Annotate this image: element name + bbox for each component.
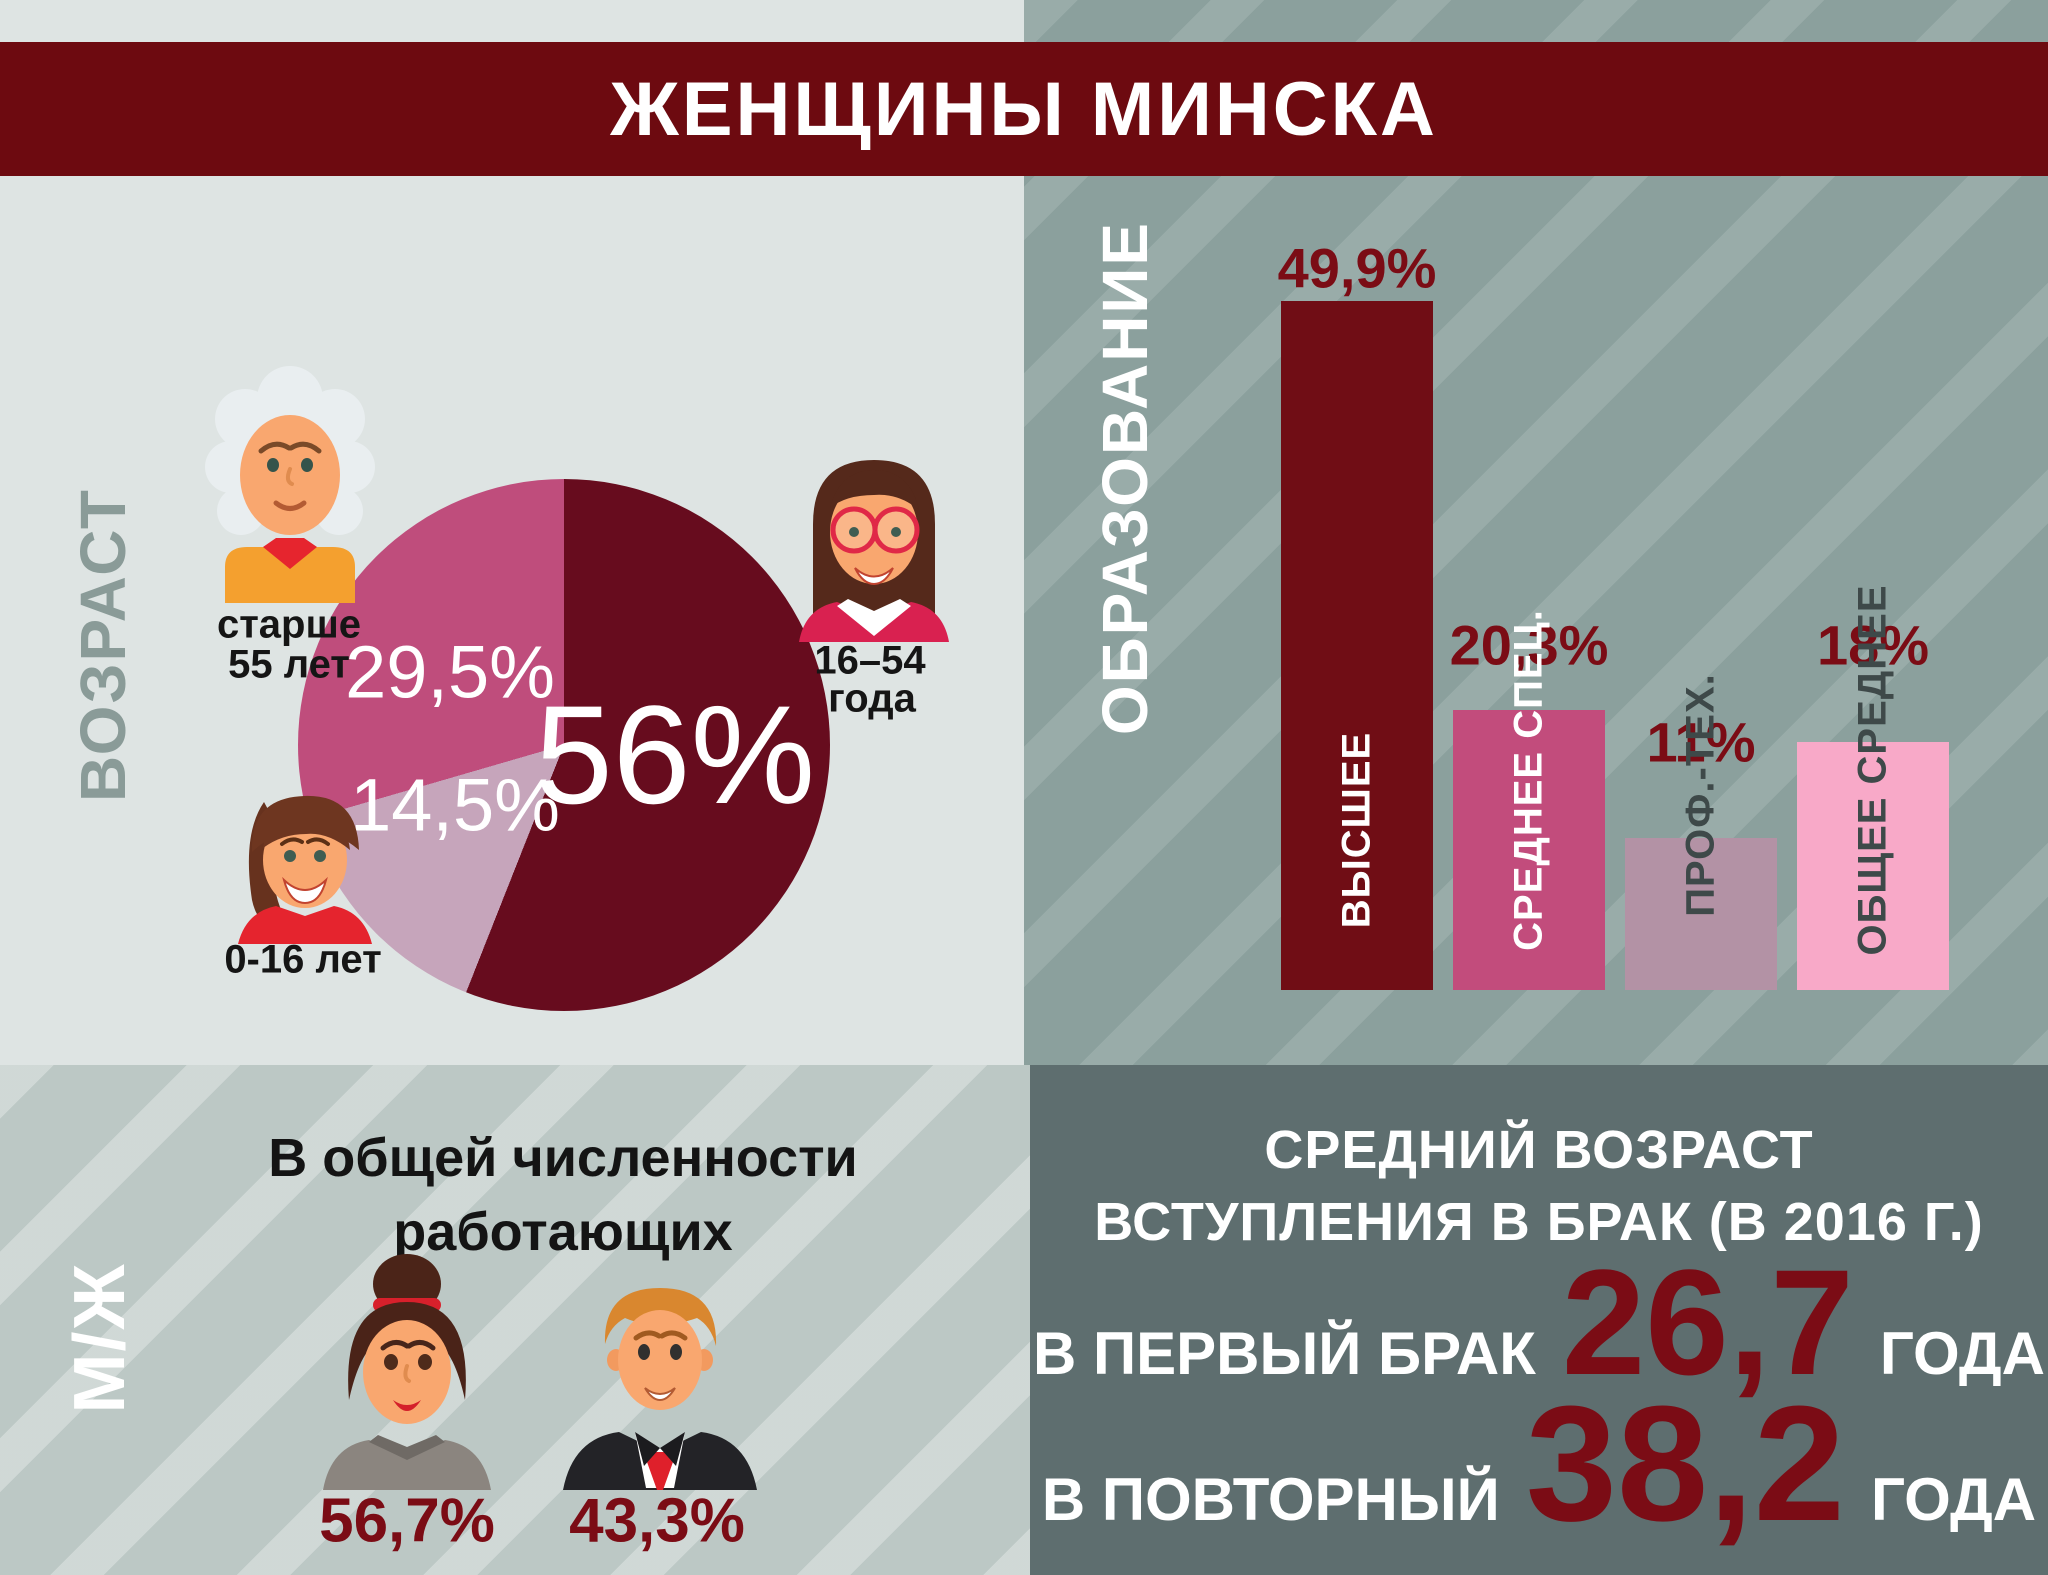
elderly-woman-icon xyxy=(203,363,377,603)
marriage-second-value: 38,2 xyxy=(1525,1372,1845,1555)
age-group-working-label-line1: 16–54 xyxy=(814,638,926,683)
page-title: ЖЕНЩИНЫ МИНСКА xyxy=(610,66,1438,152)
age-group-kids-label: 0-16 лет xyxy=(224,937,382,982)
age-pie-chart xyxy=(298,479,830,1011)
edu-value-obshchee-srednee: 18% xyxy=(1816,613,1930,677)
workforce-male-percent: 43,3% xyxy=(569,1486,745,1556)
workforce-section-background xyxy=(0,1065,1030,1575)
edu-bar-prof-teh xyxy=(1625,838,1777,990)
edu-category-obshchee-srednee: ОБЩЕЕ СРЕДНЕЕ xyxy=(1850,584,1895,956)
working-man-icon xyxy=(543,1260,778,1490)
pie-value-kids: 14,5% xyxy=(350,763,560,847)
workforce-section-label: М/Ж xyxy=(60,1262,140,1414)
marriage-second-label: В ПОВТОРНЫЙ xyxy=(1041,1466,1500,1533)
edu-value-prof-teh: 11% xyxy=(1646,710,1756,774)
workforce-female-percent: 56,7% xyxy=(319,1486,495,1556)
marriage-first-unit: ГОДА xyxy=(1879,1320,2045,1387)
edu-bar-srednee-spec xyxy=(1453,710,1605,990)
girl-icon xyxy=(226,772,380,944)
age-group-working-label-line2: года xyxy=(828,676,916,721)
marriage-first-label: В ПЕРВЫЙ БРАК xyxy=(1033,1320,1536,1387)
edu-value-vysshee: 49,9% xyxy=(1277,236,1437,300)
marriage-second-unit: ГОДА xyxy=(1870,1466,2037,1533)
edu-category-vysshee: ВЫСШЕЕ xyxy=(1334,731,1379,929)
pie-value-older: 29,5% xyxy=(345,630,555,714)
edu-category-srednee-spec: СРЕДНЕЕ СПЕЦ. xyxy=(1506,609,1551,951)
workforce-title-line1: В общей численности xyxy=(268,1128,858,1188)
edu-bar-vysshee xyxy=(1281,301,1433,990)
age-group-older-label-line1: старше xyxy=(216,602,362,647)
edu-category-prof-teh: ПРОФ.-ТЕХ. xyxy=(1678,673,1723,917)
title-banner: ЖЕНЩИНЫ МИНСКА xyxy=(0,42,2048,176)
marriage-section-background xyxy=(1030,1065,2048,1575)
edu-value-srednee-spec: 20,3% xyxy=(1449,613,1609,677)
marriage-title-line1: СРЕДНИЙ ВОЗРАСТ xyxy=(1264,1120,1814,1180)
marriage-second-row: В ПОВТОРНЫЙ 38,2 ГОДА xyxy=(1030,1372,2048,1555)
age-group-older-label-line2: 55 лет xyxy=(228,642,350,687)
age-section-label: ВОЗРАСТ xyxy=(67,488,139,802)
edu-bar-obshchee-srednee xyxy=(1797,742,1949,990)
pie-value-working: 56% xyxy=(534,676,816,833)
marriage-first-row: В ПЕРВЫЙ БРАК 26,7 ГОДА xyxy=(1030,1238,2048,1406)
marriage-first-value: 26,7 xyxy=(1561,1238,1854,1406)
woman-glasses-icon xyxy=(793,436,955,642)
working-woman-icon xyxy=(305,1248,510,1490)
workforce-title-line2: работающих xyxy=(393,1202,733,1262)
education-section-label: ОБРАЗОВАНИЕ xyxy=(1089,220,1161,736)
marriage-title-line2: ВСТУПЛЕНИЯ В БРАК (В 2016 Г.) xyxy=(1094,1192,1984,1252)
